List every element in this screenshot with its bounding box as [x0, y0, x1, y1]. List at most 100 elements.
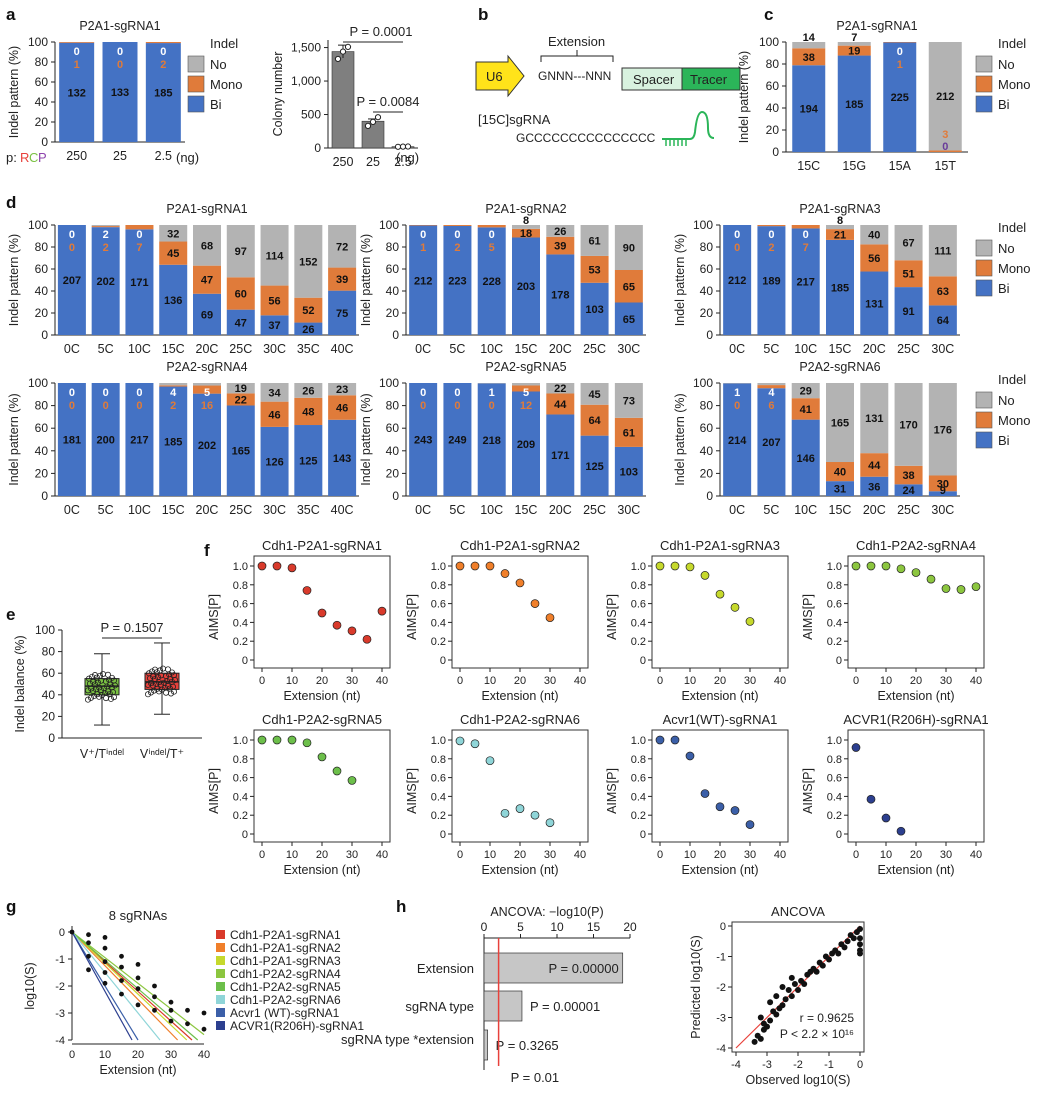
data-point	[470, 561, 480, 571]
colony-point	[334, 55, 342, 63]
bar-label-no: 176	[934, 424, 952, 436]
y-tick-label: 500	[301, 108, 321, 122]
scatter-chart-f8: 0 0.2 0.4 0.6 0.8 1.0 0 10 20 30 40 ACVR1(R206H)-sg…	[801, 712, 989, 877]
bar-mono	[860, 453, 889, 477]
chart-title: P2A2-sgRNA4	[166, 360, 247, 374]
bar-label-bi: 103	[620, 466, 638, 478]
y-axis-label: AIMS[P]	[605, 594, 619, 640]
bar-label-no: 0	[897, 46, 903, 58]
bar-no	[512, 225, 540, 229]
chart-title: P2A2-sgRNA5	[485, 360, 566, 374]
scatter-chart-f4: 0 0.2 0.4 0.6 0.8 1.0 0 10 20 30 40 Cdh1-P2A2-sgRNA…	[801, 538, 985, 703]
bar-label-bi: 37	[268, 320, 280, 332]
scatter-chart-f2: 0 0.2 0.4 0.6 0.8 1.0 0 10 20 30 40 Cdh1-P2A1-sgRNA…	[405, 538, 589, 703]
y-tick-label: 0.2	[827, 636, 842, 648]
y-tick-label: 0.2	[233, 810, 248, 822]
x-tick-label: 25C	[583, 342, 606, 356]
data-point	[853, 929, 860, 936]
box-point	[149, 673, 156, 680]
data-point	[745, 820, 755, 829]
data-point	[168, 1018, 174, 1024]
x-tick-label: 5C	[763, 503, 779, 517]
y-axis-label: AIMS[P]	[207, 768, 221, 814]
legend-swatch	[187, 55, 205, 73]
bar-label-no: 0	[103, 387, 109, 399]
x-tick-label: 30C	[263, 342, 286, 356]
colony-point	[364, 122, 372, 130]
y-tick-label: -1	[55, 954, 65, 966]
bar-mono	[91, 226, 120, 228]
box-point	[90, 678, 97, 685]
x-tick-label: 30C	[263, 503, 286, 517]
bar-bi	[928, 305, 957, 335]
bar-no	[193, 225, 221, 266]
bar-bi	[826, 239, 854, 335]
data-point	[485, 561, 495, 571]
y-axis-label: AIMS[P]	[207, 594, 221, 640]
bar-bi	[294, 425, 323, 496]
bar-mono	[443, 225, 472, 226]
legend-swatch	[975, 259, 993, 277]
data-point	[135, 975, 141, 981]
x-axis-label: Extension (nt)	[681, 689, 758, 703]
data-point	[788, 974, 795, 981]
bar-label-no: 34	[268, 387, 281, 399]
scatter-chart-f7: 0 0.2 0.4 0.6 0.8 1.0 0 10 20 30 40 Acvr1(WT)-sgRNA…	[605, 712, 789, 877]
legend-item: ACVR1(R206H)-sgRNA1	[230, 1019, 364, 1033]
data-point	[515, 578, 525, 588]
bar-label-bi: 214	[728, 435, 747, 447]
a-x-prefix-c: C	[29, 150, 38, 165]
bar-label-mono: 47	[201, 275, 213, 287]
bar-mono	[59, 42, 95, 43]
bar-label-mono: 60	[235, 288, 247, 300]
bar-label-no: 2	[103, 229, 109, 241]
bar-label-no: 0	[489, 229, 495, 241]
bar-mono	[792, 48, 826, 66]
bar-label-no: 111	[934, 246, 951, 258]
data-point	[302, 738, 312, 748]
bar-label-bi: 185	[845, 99, 863, 111]
x-tick-label: 10	[684, 675, 696, 687]
bar-mono	[614, 417, 643, 447]
line-chart-g: 0 -1 -2 -3 -4 0 10 20 30 40 8 sgRNAs Extension (nt)…	[23, 908, 364, 1077]
data-point	[152, 994, 157, 1000]
indel-legend: Indel No Mono Bi	[975, 220, 1031, 297]
chart-title: ANCOVA: −log10(P)	[490, 905, 603, 919]
bar-bi	[580, 435, 609, 496]
a-x-prefix-p: P	[38, 150, 47, 165]
hbar	[483, 1029, 488, 1061]
data-point	[102, 945, 108, 951]
data-point	[670, 735, 680, 745]
legend-item: Bi	[998, 281, 1010, 296]
y-tick-label: 0	[640, 655, 646, 667]
y-tick-label: 0	[392, 489, 399, 503]
y-axis-label: Indel balance (%)	[13, 635, 27, 732]
a-x-prefix-r: R	[20, 150, 29, 165]
legend-swatch	[975, 279, 993, 297]
sig-annotation-2: P = 0.0084	[356, 94, 419, 109]
bar-label-no: 212	[936, 91, 954, 103]
bar-label-bi: 31	[834, 484, 846, 496]
bar-label-no: 0	[420, 229, 426, 241]
x-tick-label: 30	[744, 675, 756, 687]
x-tick-label: 5C	[98, 503, 114, 517]
bar-mono	[546, 236, 575, 255]
legend-swatch	[975, 239, 993, 257]
x-tick-label: 15C	[829, 342, 852, 356]
hbar-value-label: P = 0.3265	[496, 1038, 559, 1053]
data-point	[851, 561, 861, 571]
box-point	[88, 694, 95, 701]
legend-item: No	[210, 57, 227, 72]
legend-swatch	[216, 930, 225, 939]
x-tick-label: 0	[457, 849, 463, 861]
x-tick-label: 30C	[617, 342, 640, 356]
data-point	[257, 561, 267, 571]
y-tick-label: 20	[386, 306, 400, 320]
bar-label-bi: 203	[517, 281, 535, 293]
bar-label-mono: 2	[768, 242, 774, 254]
y-tick-label: 0.6	[631, 773, 646, 785]
x-axis-label: Extension (nt)	[481, 863, 558, 877]
data-point	[851, 743, 861, 752]
x-tick-label: 20C	[863, 503, 886, 517]
legend-item: Bi	[210, 97, 222, 112]
